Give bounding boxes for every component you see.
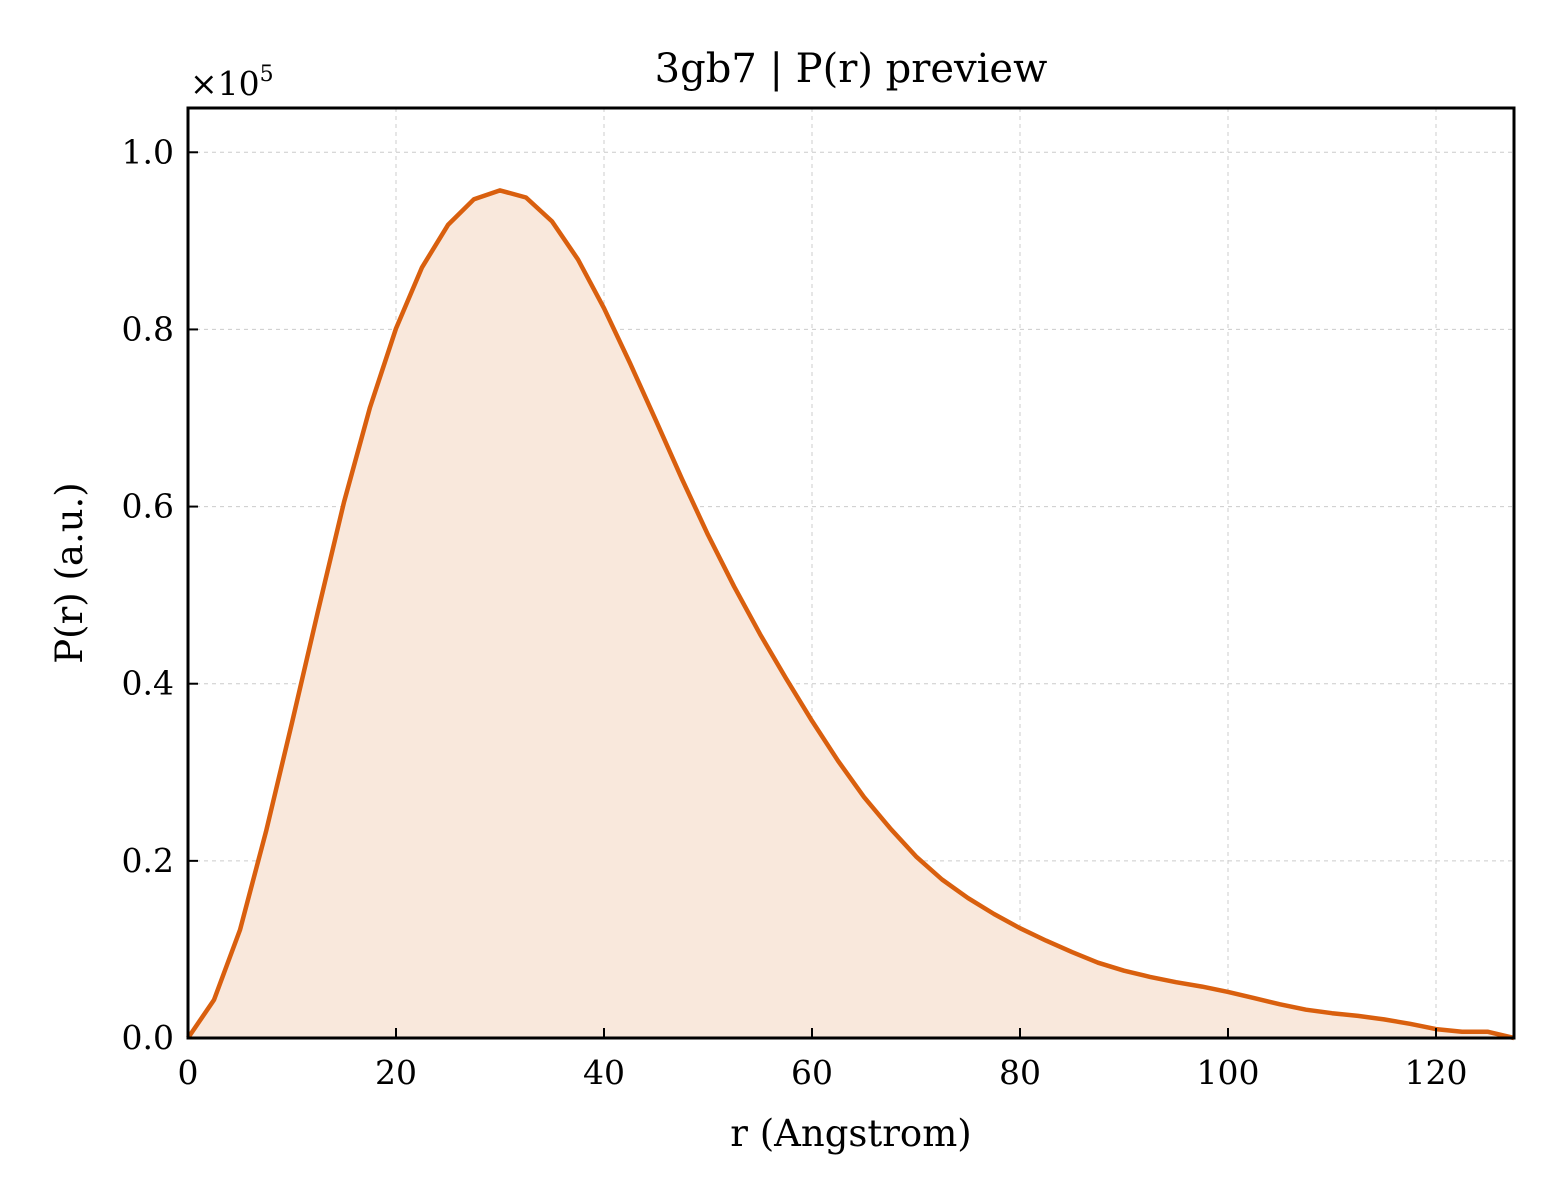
y-tick-label: 0.0 <box>122 1018 174 1057</box>
x-tick-label: 80 <box>999 1053 1041 1092</box>
x-axis-title: r (Angstrom) <box>730 1112 971 1155</box>
plot-frame <box>186 106 1516 1040</box>
y-axis-title: P(r) (a.u.) <box>48 482 91 664</box>
y-tick-label: 1.0 <box>122 132 174 171</box>
y-multiplier-exponent: 5 <box>260 62 274 87</box>
tick-layer: 0 20 40 60 80 100 120 0.0 0.2 0.4 0.6 0.8 1.0 <box>122 132 1468 1092</box>
x-tick-label: 60 <box>791 1053 833 1092</box>
y-multiplier-base: ×10 <box>190 64 260 103</box>
y-tick-label: 0.4 <box>122 664 174 703</box>
y-tick-label: 0.8 <box>122 309 174 348</box>
area-layer <box>188 190 1514 1038</box>
chart-title: 3gb7 | P(r) preview <box>655 46 1048 92</box>
series-line <box>186 188 1515 1041</box>
y-tick-label: 0.2 <box>122 841 174 880</box>
series-area-fill <box>188 190 1514 1038</box>
y-axis-multiplier: ×105 <box>190 62 274 103</box>
x-tick-label: 120 <box>1405 1053 1468 1092</box>
x-tick-label: 40 <box>583 1053 625 1092</box>
x-tick-label: 20 <box>375 1053 417 1092</box>
x-tick-label: 100 <box>1197 1053 1260 1092</box>
y-tick-label: 0.6 <box>122 487 174 526</box>
x-tick-label: 0 <box>178 1053 199 1092</box>
